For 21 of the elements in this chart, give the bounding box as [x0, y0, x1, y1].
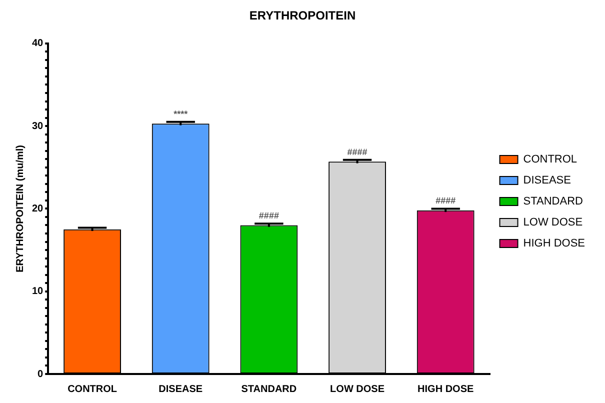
annotation: #### [436, 196, 456, 206]
x-tick-label: CONTROL [68, 384, 118, 395]
legend-label: STANDARD [523, 196, 584, 208]
legend-label: LOW DOSE [523, 216, 583, 229]
x-tick-label: HIGH DOSE [418, 384, 474, 395]
x-tick-label: DISEASE [158, 384, 203, 395]
annotation: #### [258, 210, 279, 221]
x-tick-label: LOW DOSE [330, 384, 385, 395]
y-tick-label: 30 [32, 120, 44, 132]
annotation: #### [347, 146, 368, 157]
legend-label: HIGH DOSE [523, 238, 586, 250]
x-tick-label: STANDARD [241, 384, 297, 395]
legend-label: DISEASE [523, 174, 571, 187]
y-tick-label: 20 [32, 203, 44, 214]
legend-label: CONTROL [523, 154, 578, 166]
y-axis-title: ERYTHROPOITEIN (mu/ml) [14, 144, 26, 272]
y-tick-label: 10 [32, 286, 44, 298]
y-tick-label: 40 [32, 38, 44, 50]
annotation: **** [174, 108, 188, 119]
chart-title: ERYTHROPOITEIN [249, 8, 356, 23]
y-tick-label: 0 [38, 368, 44, 380]
